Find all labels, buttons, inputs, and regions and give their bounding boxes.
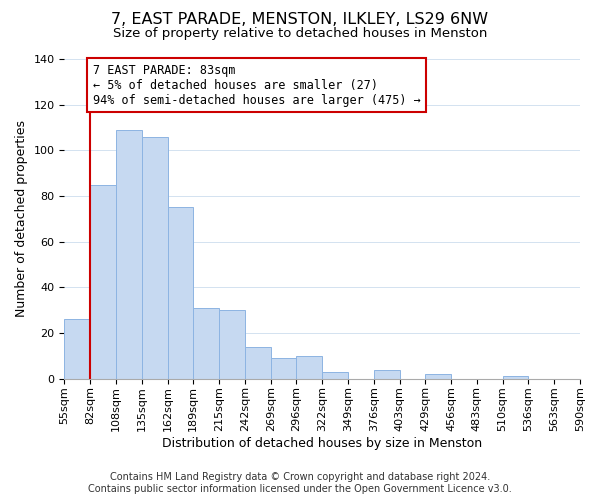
- Text: Size of property relative to detached houses in Menston: Size of property relative to detached ho…: [113, 28, 487, 40]
- Bar: [116, 130, 142, 378]
- Bar: [503, 376, 529, 378]
- Bar: [90, 184, 116, 378]
- Y-axis label: Number of detached properties: Number of detached properties: [15, 120, 28, 318]
- X-axis label: Distribution of detached houses by size in Menston: Distribution of detached houses by size …: [162, 437, 482, 450]
- Text: 7, EAST PARADE, MENSTON, ILKLEY, LS29 6NW: 7, EAST PARADE, MENSTON, ILKLEY, LS29 6N…: [112, 12, 488, 28]
- Bar: [219, 310, 245, 378]
- Bar: [271, 358, 296, 378]
- Bar: [425, 374, 451, 378]
- Text: Contains HM Land Registry data © Crown copyright and database right 2024.
Contai: Contains HM Land Registry data © Crown c…: [88, 472, 512, 494]
- Bar: [296, 356, 322, 378]
- Text: 7 EAST PARADE: 83sqm
← 5% of detached houses are smaller (27)
94% of semi-detach: 7 EAST PARADE: 83sqm ← 5% of detached ho…: [93, 64, 421, 106]
- Bar: [142, 136, 167, 378]
- Bar: [167, 208, 193, 378]
- Bar: [193, 308, 219, 378]
- Bar: [245, 346, 271, 378]
- Bar: [64, 320, 90, 378]
- Bar: [374, 370, 400, 378]
- Bar: [322, 372, 348, 378]
